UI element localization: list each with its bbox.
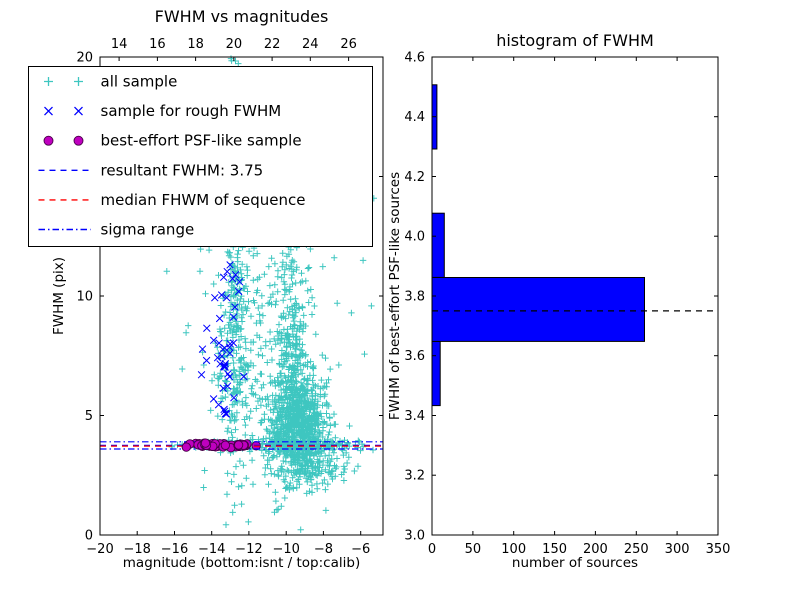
ytick-label: 4.0 bbox=[404, 230, 425, 245]
x-marker-icon bbox=[74, 106, 83, 116]
right-plot-xlabel: number of sources bbox=[512, 555, 638, 571]
scatter-points bbox=[127, 55, 377, 533]
xtick-label: −18 bbox=[123, 542, 150, 557]
ytick-label: 3.2 bbox=[404, 469, 425, 484]
top-xtick-label: 24 bbox=[302, 37, 319, 52]
top-xtick-label: 16 bbox=[149, 37, 166, 52]
xtick-label: 150 bbox=[542, 542, 567, 557]
plus-marker-icon bbox=[74, 77, 83, 86]
series-sample-for-rough-fwhm bbox=[197, 239, 248, 418]
legend-label: sigma range bbox=[101, 221, 195, 239]
ytick-label: 3.6 bbox=[404, 349, 425, 364]
legend-label: best-effort PSF-like sample bbox=[101, 132, 302, 150]
left-plot-ylabel: FWHM (pix) bbox=[51, 257, 67, 335]
legend-entry: best-effort PSF-like sample bbox=[43, 132, 302, 150]
legend-label: all sample bbox=[101, 73, 178, 91]
ytick-label: 3.8 bbox=[404, 290, 425, 305]
xtick-label: 200 bbox=[583, 542, 608, 557]
left-plot-xticks-top: 14 16 18 20 22 24 26 bbox=[111, 37, 357, 61]
right-plot-title: histogram of FWHM bbox=[496, 31, 654, 50]
legend-label: resultant FWHM: 3.75 bbox=[101, 161, 264, 179]
left-plot: −20 −18 −16 −14 −12 −10 −8 −6 14 16 18 20 22 24 26 0 5 10… bbox=[51, 7, 384, 571]
legend-label: sample for rough FWHM bbox=[101, 102, 282, 120]
histogram-bars bbox=[431, 84, 645, 407]
right-plot-ylabel: FWHM of best-effort PSF-like sources bbox=[387, 172, 403, 420]
histogram-bar bbox=[431, 212, 445, 278]
circle-marker-icon bbox=[43, 135, 54, 146]
xtick-label: −16 bbox=[161, 542, 188, 557]
top-xtick-label: 20 bbox=[226, 37, 243, 52]
xtick-label: 250 bbox=[624, 542, 649, 557]
series-psf-top bbox=[181, 438, 249, 453]
legend-label: median FHWM of sequence bbox=[101, 191, 306, 209]
xtick-label: 0 bbox=[428, 542, 436, 557]
ytick-label: 4.4 bbox=[404, 110, 425, 125]
ytick-label: 4.6 bbox=[404, 51, 425, 66]
left-plot-xticks-bottom: −20 −18 −16 −14 −12 −10 −8 −6 bbox=[86, 531, 370, 557]
xtick-label: −12 bbox=[235, 542, 262, 557]
ytick-label: 5 bbox=[85, 409, 93, 424]
legend-box bbox=[28, 66, 373, 247]
x-marker-icon bbox=[44, 106, 53, 116]
xtick-label: 100 bbox=[501, 542, 526, 557]
legend-entry: sigma range bbox=[38, 221, 195, 239]
histogram-bar bbox=[431, 340, 441, 407]
scatter-points bbox=[197, 239, 248, 418]
right-plot-yticks: 3.0 3.2 3.4 3.6 3.8 4.0 4.2 4.4 4.6 bbox=[404, 51, 718, 544]
histogram-bar bbox=[431, 277, 645, 342]
plus-marker-icon bbox=[44, 77, 53, 86]
top-xtick-label: 22 bbox=[264, 37, 281, 52]
circle-marker-icon bbox=[73, 135, 84, 146]
series-all-sample bbox=[127, 55, 377, 533]
xtick-label: −14 bbox=[198, 542, 225, 557]
top-xtick-label: 26 bbox=[340, 37, 357, 52]
xtick-label: 50 bbox=[465, 542, 482, 557]
left-plot-title: FWHM vs magnitudes bbox=[155, 7, 329, 26]
xtick-label: 350 bbox=[706, 542, 731, 557]
legend: all sample sample for rough FWHM best-effo… bbox=[28, 66, 373, 247]
left-plot-xlabel: magnitude (bottom:isnt / top:calib) bbox=[123, 555, 360, 571]
ytick-label: 0 bbox=[85, 529, 93, 544]
legend-entry: all sample bbox=[44, 73, 177, 91]
top-xtick-label: 14 bbox=[111, 37, 128, 52]
ytick-label: 20 bbox=[76, 51, 93, 66]
legend-entry: resultant FWHM: 3.75 bbox=[38, 161, 264, 179]
ytick-label: 4.2 bbox=[404, 170, 425, 185]
xtick-label: −20 bbox=[86, 542, 113, 557]
xtick-label: 300 bbox=[665, 542, 690, 557]
ytick-label: 3.4 bbox=[404, 409, 425, 424]
ytick-label: 3.0 bbox=[404, 529, 425, 544]
xtick-label: −6 bbox=[351, 542, 370, 557]
right-plot-xticks: 0 50 100 150 200 250 300 350 bbox=[428, 57, 731, 557]
ytick-label: 10 bbox=[76, 290, 93, 305]
legend-entry: median FHWM of sequence bbox=[38, 191, 306, 209]
top-xtick-label: 18 bbox=[187, 37, 204, 52]
xtick-label: −8 bbox=[314, 542, 333, 557]
right-plot: 0 50 100 150 200 250 300 350 3.0 3.2 3.4 3.6 3.8 4.0 4… bbox=[387, 31, 730, 571]
xtick-label: −10 bbox=[272, 542, 299, 557]
legend-entry: sample for rough FWHM bbox=[44, 102, 282, 120]
